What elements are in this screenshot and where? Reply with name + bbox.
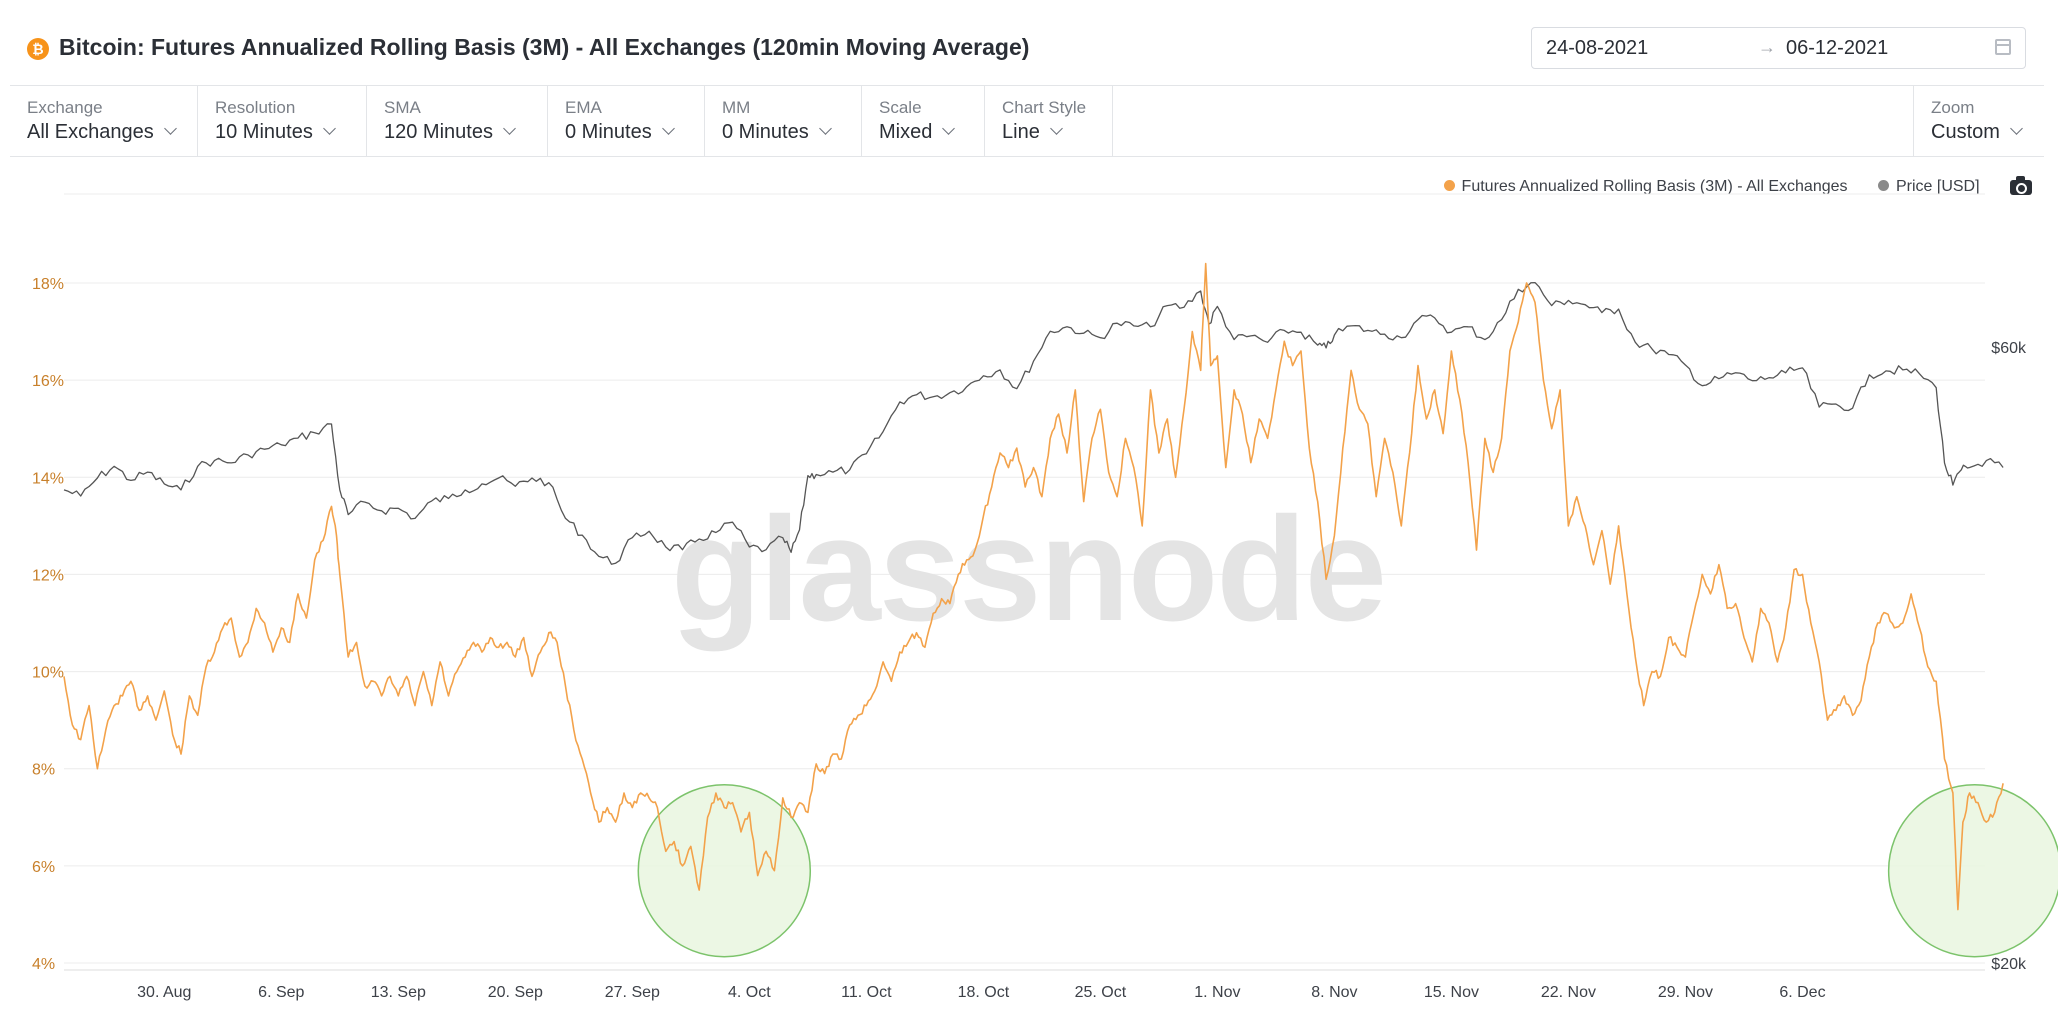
x-tick-label: 6. Sep xyxy=(258,984,304,1001)
scale-value[interactable]: Mixed xyxy=(879,121,956,144)
y-left-tick-label: 4% xyxy=(32,956,55,973)
resolution-label: Resolution xyxy=(215,98,296,117)
y-right-tick-label: $60k xyxy=(1991,340,2027,357)
legend-dot-icon xyxy=(1877,180,1889,192)
x-axis: 30. Aug 6. Sep 13. Sep 20. Sep 27. Sep 4. Oct… xyxy=(137,984,1825,1001)
chevron-down-icon xyxy=(322,122,336,135)
mm-label: MM xyxy=(722,98,751,117)
highlight-circle xyxy=(637,783,812,958)
sma-dropdown[interactable]: SMA 120 Minutes xyxy=(367,86,548,156)
chart-style-value[interactable]: Line xyxy=(1002,121,1063,144)
x-tick-label: 4. Oct xyxy=(728,984,771,1001)
page-title: Bitcoin: Futures Annualized Rolling Basi… xyxy=(59,34,1030,60)
date-end-input[interactable]: 06-12-2021 xyxy=(1786,37,1889,59)
x-tick-label: 20. Sep xyxy=(488,984,543,1001)
calendar-icon[interactable] xyxy=(1995,39,2011,55)
ema-value[interactable]: 0 Minutes xyxy=(565,121,675,144)
y-left-tick-label: 12% xyxy=(32,567,64,584)
sma-label: SMA xyxy=(384,98,421,117)
chart-style-dropdown[interactable]: Chart Style Line xyxy=(985,86,1113,156)
price-usd-line xyxy=(63,281,2004,565)
y-right-tick-label: $20k xyxy=(1991,956,2027,973)
chevron-down-icon xyxy=(818,122,832,135)
glassnode-watermark: glassnode xyxy=(671,487,1385,652)
zoom-value[interactable]: Custom xyxy=(1931,121,2023,144)
mm-dropdown[interactable]: MM 0 Minutes xyxy=(705,86,862,156)
date-range-picker[interactable]: 24-08-2021 → 06-12-2021 xyxy=(1531,27,2026,69)
chart-plot-area: glassnode 18% 16% 14% 12% 10% 8% 6% 4% $60k $20k… xyxy=(32,193,2058,1001)
x-tick-label: 8. Nov xyxy=(1311,984,1357,1001)
x-tick-label: 1. Nov xyxy=(1194,984,1240,1001)
chart-series xyxy=(63,262,2004,911)
camera-icon[interactable] xyxy=(2010,175,2032,195)
chart-style-label: Chart Style xyxy=(1002,98,1087,117)
y-axis-left: 18% 16% 14% 12% 10% 8% 6% 4% xyxy=(32,276,64,973)
x-tick-label: 13. Sep xyxy=(371,984,426,1001)
y-left-tick-label: 8% xyxy=(32,762,55,779)
chart-legend: Futures Annualized Rolling Basis (3M) - … xyxy=(1443,175,2032,202)
arrow-right-icon: → xyxy=(1758,37,1776,57)
y-left-tick-label: 14% xyxy=(32,470,64,487)
resolution-dropdown[interactable]: Resolution 10 Minutes xyxy=(198,86,367,156)
zoom-label: Zoom xyxy=(1931,98,1975,117)
chevron-down-icon xyxy=(2010,122,2023,135)
highlight-circles xyxy=(637,783,2058,958)
y-left-tick-label: 16% xyxy=(32,373,64,390)
chevron-down-icon xyxy=(503,122,516,135)
chart-header: ₿ Bitcoin: Futures Annualized Rolling Ba… xyxy=(0,0,2058,86)
x-tick-label: 29. Nov xyxy=(1658,984,1713,1001)
zoom-dropdown[interactable]: Zoom Custom xyxy=(1913,86,2044,156)
x-tick-label: 30. Aug xyxy=(137,984,191,1001)
x-tick-label: 11. Oct xyxy=(841,984,892,1001)
bitcoin-icon: ₿ xyxy=(27,38,49,60)
x-tick-label: 6. Dec xyxy=(1779,984,1825,1001)
chart-controls-bar: Exchange All Exchanges Resolution 10 Min… xyxy=(10,85,2044,157)
ema-label: EMA xyxy=(565,98,602,117)
x-tick-label: 15. Nov xyxy=(1424,984,1479,1001)
y-left-tick-label: 18% xyxy=(32,276,64,293)
legend-dot-icon xyxy=(1443,180,1455,192)
x-tick-label: 25. Oct xyxy=(1075,984,1127,1001)
y-left-tick-label: 10% xyxy=(32,665,64,682)
chevron-down-icon xyxy=(661,122,675,135)
x-tick-label: 27. Sep xyxy=(605,984,660,1001)
exchange-dropdown[interactable]: Exchange All Exchanges xyxy=(10,86,198,156)
sma-value[interactable]: 120 Minutes xyxy=(384,121,516,144)
x-tick-label: 18. Oct xyxy=(958,984,1010,1001)
scale-dropdown[interactable]: Scale Mixed xyxy=(862,86,985,156)
futures-basis-line xyxy=(63,262,2004,911)
y-left-tick-label: 6% xyxy=(32,859,55,876)
ema-dropdown[interactable]: EMA 0 Minutes xyxy=(548,86,705,156)
resolution-value[interactable]: 10 Minutes xyxy=(215,121,336,144)
legend-item-basis[interactable]: Futures Annualized Rolling Basis (3M) - … xyxy=(1443,178,1848,196)
highlight-circle xyxy=(1887,783,2058,958)
grid-lines xyxy=(64,193,1985,971)
date-start-input[interactable]: 24-08-2021 xyxy=(1546,37,1649,59)
y-axis-right: $60k $20k xyxy=(1991,340,2027,973)
mm-value[interactable]: 0 Minutes xyxy=(722,121,832,144)
legend-item-price[interactable]: Price [USD] xyxy=(1877,178,1980,196)
exchange-label: Exchange xyxy=(27,98,103,117)
x-tick-label: 22. Nov xyxy=(1541,984,1596,1001)
chevron-down-icon xyxy=(942,122,956,135)
exchange-value[interactable]: All Exchanges xyxy=(27,121,177,144)
chevron-down-icon xyxy=(1049,122,1063,135)
chevron-down-icon xyxy=(163,122,177,135)
scale-label: Scale xyxy=(879,98,922,117)
